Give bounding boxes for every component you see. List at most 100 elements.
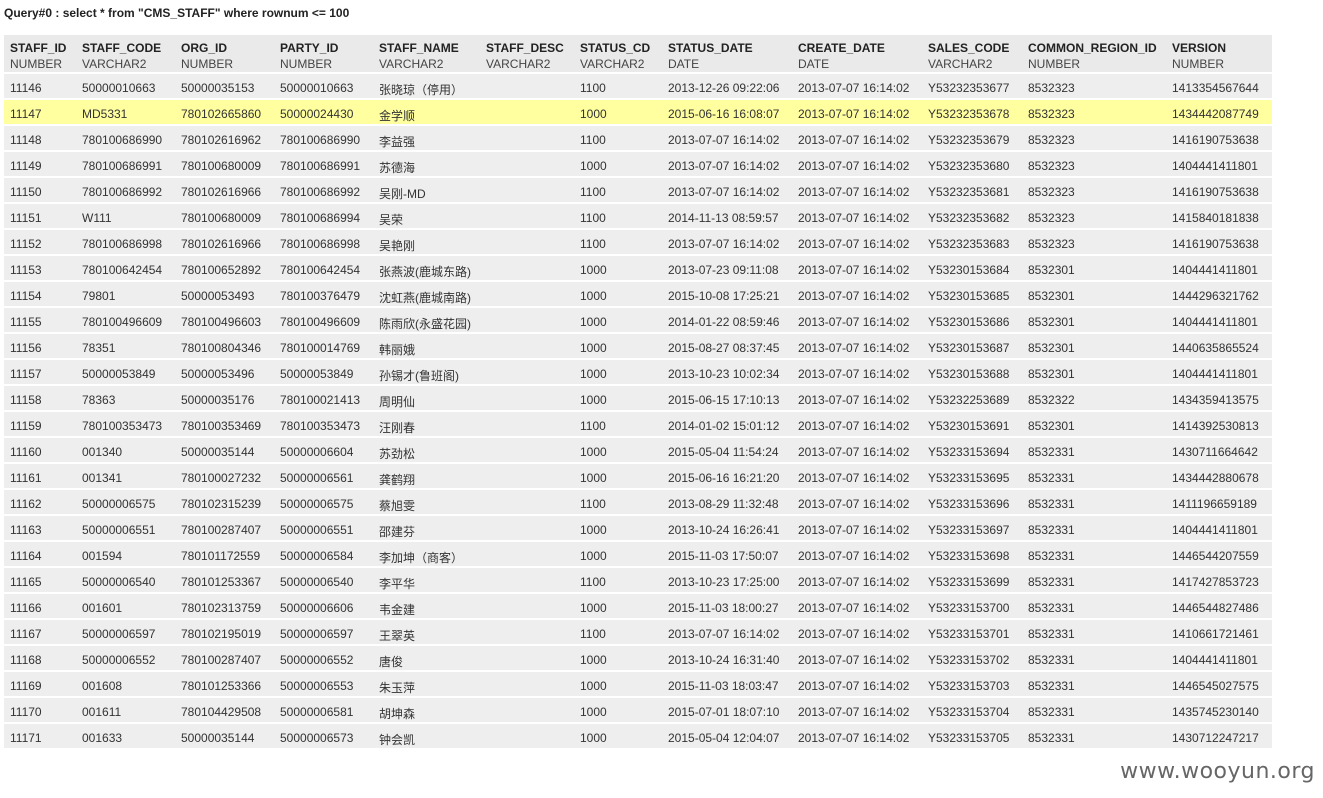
- column-header-status-cd[interactable]: STATUS_CD VARCHAR2: [574, 35, 662, 74]
- cell-staff-id: 11162: [4, 489, 76, 516]
- cell-staff-desc: [480, 541, 574, 568]
- cell-staff-desc: [480, 567, 574, 594]
- column-header-staff-code[interactable]: STAFF_CODE VARCHAR2: [76, 35, 175, 74]
- cell-common-region-id: 8532301: [1022, 333, 1166, 360]
- column-type: NUMBER: [280, 57, 333, 71]
- cell-staff-desc: [480, 125, 574, 152]
- cell-status-cd: 1000: [574, 307, 662, 334]
- column-header-staff-name[interactable]: STAFF_NAME VARCHAR2: [373, 35, 480, 74]
- table-row[interactable]: 11149 780100686991 780100680009 78010068699…: [4, 151, 1272, 178]
- cell-sales-code: Y53230153688: [922, 359, 1022, 386]
- table-row[interactable]: 11166 001601 780102313759 50000006606 韦金建 100…: [4, 593, 1272, 620]
- cell-sales-code: Y53232253689: [922, 385, 1022, 412]
- column-header-sales-code[interactable]: SALES_CODE VARCHAR2: [922, 35, 1022, 74]
- column-header-staff-desc[interactable]: STAFF_DESC VARCHAR2: [480, 35, 574, 74]
- table-row[interactable]: 11157 50000053849 50000053496 50000053849 孙锡…: [4, 359, 1272, 386]
- cell-party-id: 50000006581: [274, 697, 373, 724]
- cell-status-cd: 1000: [574, 645, 662, 672]
- table-row[interactable]: 11155 780100496609 780100496603 78010049660…: [4, 307, 1272, 334]
- cell-org-id: 780100680009: [175, 203, 274, 230]
- cell-status-date: 2015-11-03 18:00:27: [662, 593, 792, 620]
- table-row[interactable]: 11152 780100686998 780102616966 78010068699…: [4, 229, 1272, 256]
- cell-staff-desc: [480, 619, 574, 646]
- table-row[interactable]: 11170 001611 780104429508 50000006581 胡坤森 100…: [4, 697, 1272, 724]
- table-row[interactable]: 11164 001594 780101172559 50000006584 李加坤（商客…: [4, 541, 1272, 568]
- cell-common-region-id: 8532331: [1022, 619, 1166, 646]
- table-row[interactable]: 11154 79801 50000053493 780100376479 沈虹燕(鹿城南…: [4, 281, 1272, 308]
- cell-sales-code: Y53230153691: [922, 411, 1022, 438]
- table-row[interactable]: 11159 780100353473 780100353469 78010035347…: [4, 411, 1272, 438]
- cell-common-region-id: 8532331: [1022, 541, 1166, 568]
- cell-party-id: 50000006561: [274, 463, 373, 490]
- cell-version: 1440635865524: [1166, 333, 1272, 360]
- cell-staff-code: 001611: [76, 697, 175, 724]
- cell-create-date: 2013-07-07 16:14:02: [792, 385, 922, 412]
- cell-create-date: 2013-07-07 16:14:02: [792, 99, 922, 126]
- table-row[interactable]: 11146 50000010663 50000035153 50000010663 张晓…: [4, 73, 1272, 100]
- table-row[interactable]: 11158 78363 50000035176 780100021413 周明仙 1000…: [4, 385, 1272, 412]
- table-row[interactable]: 11148 780100686990 780102616962 78010068699…: [4, 125, 1272, 152]
- cell-staff-name: 朱玉萍: [373, 671, 480, 698]
- cell-sales-code: Y53233153695: [922, 463, 1022, 490]
- column-header-party-id[interactable]: PARTY_ID NUMBER: [274, 35, 373, 74]
- cell-staff-id: 11151: [4, 203, 76, 230]
- cell-common-region-id: 8532323: [1022, 99, 1166, 126]
- column-name: STATUS_CD: [580, 41, 651, 55]
- cell-common-region-id: 8532331: [1022, 645, 1166, 672]
- cell-status-cd: 1000: [574, 697, 662, 724]
- table-row[interactable]: 11151 W111 780100680009 780100686994 吴荣 1100 2…: [4, 203, 1272, 230]
- cell-staff-id: 11156: [4, 333, 76, 360]
- header-row: STAFF_ID NUMBER STAFF_CODE VARCHAR2 ORG_ID NU…: [4, 35, 1272, 74]
- cell-common-region-id: 8532331: [1022, 593, 1166, 620]
- cell-staff-id: 11146: [4, 73, 76, 100]
- column-header-create-date[interactable]: CREATE_DATE DATE: [792, 35, 922, 74]
- table-row[interactable]: 11150 780100686992 780102616966 78010068699…: [4, 177, 1272, 204]
- column-header-version[interactable]: VERSION NUMBER: [1166, 35, 1272, 74]
- table-row[interactable]: 11165 50000006540 780101253367 50000006540 李…: [4, 567, 1272, 594]
- cell-version: 1417427853723: [1166, 567, 1272, 594]
- cell-status-cd: 1000: [574, 255, 662, 282]
- table-row[interactable]: 11156 78351 780100804346 780100014769 韩丽娥 100…: [4, 333, 1272, 360]
- column-name: STATUS_DATE: [668, 41, 753, 55]
- table-row[interactable]: 11161 001341 780100027232 50000006561 龚鹤翔 100…: [4, 463, 1272, 490]
- cell-org-id: 780100027232: [175, 463, 274, 490]
- cell-version: 1404441411801: [1166, 307, 1272, 334]
- column-type: NUMBER: [1028, 57, 1081, 71]
- table-row[interactable]: 11168 50000006552 780100287407 50000006552 唐…: [4, 645, 1272, 672]
- cell-status-date: 2013-08-29 11:32:48: [662, 489, 792, 516]
- table-row[interactable]: 11147 MD5331 780102665860 50000024430 金学顺 100…: [4, 99, 1272, 126]
- cell-staff-id: 11171: [4, 723, 76, 750]
- cell-sales-code: Y53230153687: [922, 333, 1022, 360]
- cell-common-region-id: 8532322: [1022, 385, 1166, 412]
- cell-party-id: 780100642454: [274, 255, 373, 282]
- cell-org-id: 780100680009: [175, 151, 274, 178]
- cell-staff-desc: [480, 385, 574, 412]
- table-row[interactable]: 11169 001608 780101253366 50000006553 朱玉萍 100…: [4, 671, 1272, 698]
- cell-version: 1413354567644: [1166, 73, 1272, 100]
- table-row[interactable]: 11163 50000006551 780100287407 50000006551 邵…: [4, 515, 1272, 542]
- cell-sales-code: Y53233153694: [922, 437, 1022, 464]
- cell-org-id: 780100496603: [175, 307, 274, 334]
- column-header-status-date[interactable]: STATUS_DATE DATE: [662, 35, 792, 74]
- column-type: NUMBER: [181, 57, 234, 71]
- column-name: ORG_ID: [181, 41, 228, 55]
- cell-staff-desc: [480, 593, 574, 620]
- column-header-staff-id[interactable]: STAFF_ID NUMBER: [4, 35, 76, 74]
- cell-common-region-id: 8532323: [1022, 125, 1166, 152]
- column-header-org-id[interactable]: ORG_ID NUMBER: [175, 35, 274, 74]
- cell-create-date: 2013-07-07 16:14:02: [792, 723, 922, 750]
- column-header-common-region-id[interactable]: COMMON_REGION_ID NUMBER: [1022, 35, 1166, 74]
- table-row[interactable]: 11160 001340 50000035144 50000006604 苏劲松 1000…: [4, 437, 1272, 464]
- cell-status-date: 2013-07-23 09:11:08: [662, 255, 792, 282]
- cell-staff-id: 11152: [4, 229, 76, 256]
- table-row[interactable]: 11171 001633 50000035144 50000006573 钟会凯 1000…: [4, 723, 1272, 750]
- cell-org-id: 50000035153: [175, 73, 274, 100]
- table-row[interactable]: 11167 50000006597 780102195019 50000006597 王…: [4, 619, 1272, 646]
- cell-create-date: 2013-07-07 16:14:02: [792, 671, 922, 698]
- cell-common-region-id: 8532323: [1022, 203, 1166, 230]
- cell-status-cd: 1000: [574, 437, 662, 464]
- table-row[interactable]: 11162 50000006575 780102315239 50000006575 蔡…: [4, 489, 1272, 516]
- cell-party-id: 50000053849: [274, 359, 373, 386]
- cell-create-date: 2013-07-07 16:14:02: [792, 619, 922, 646]
- table-row[interactable]: 11153 780100642454 780100652892 78010064245…: [4, 255, 1272, 282]
